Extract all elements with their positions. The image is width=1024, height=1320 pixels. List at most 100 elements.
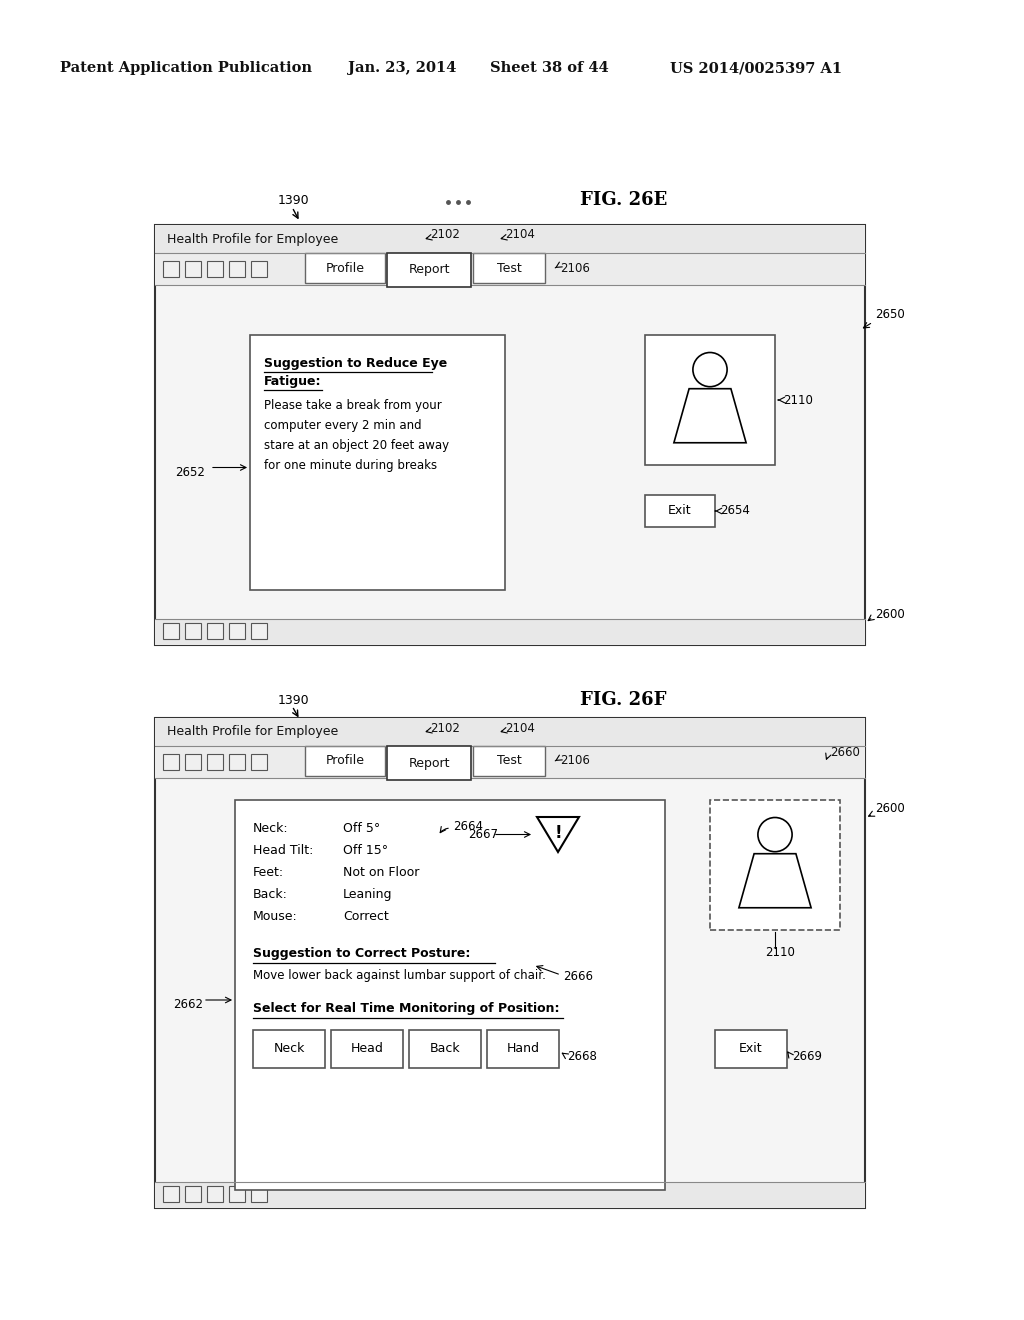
- Text: Not on Floor: Not on Floor: [343, 866, 420, 879]
- Bar: [387, 253, 471, 286]
- Bar: [185, 261, 201, 277]
- Text: computer every 2 min and: computer every 2 min and: [264, 418, 422, 432]
- Text: 2600: 2600: [874, 801, 905, 814]
- Bar: [331, 1030, 403, 1068]
- Text: 2669: 2669: [792, 1051, 822, 1064]
- Text: 1390: 1390: [278, 194, 309, 206]
- Bar: [229, 754, 245, 770]
- Text: 2668: 2668: [567, 1051, 597, 1064]
- Bar: [185, 623, 201, 639]
- Bar: [253, 1030, 325, 1068]
- Bar: [185, 1185, 201, 1203]
- Bar: [155, 718, 865, 1208]
- Text: Hand: Hand: [507, 1043, 540, 1056]
- Bar: [229, 261, 245, 277]
- Text: Feet:: Feet:: [253, 866, 284, 879]
- Text: Please take a break from your: Please take a break from your: [264, 399, 441, 412]
- Polygon shape: [739, 854, 811, 908]
- Bar: [473, 746, 545, 776]
- Text: 2662: 2662: [173, 998, 203, 1011]
- Text: Report: Report: [409, 756, 450, 770]
- Text: Off 15°: Off 15°: [343, 843, 388, 857]
- Bar: [155, 619, 865, 645]
- Text: Suggestion to Reduce Eye: Suggestion to Reduce Eye: [264, 356, 447, 370]
- Text: 2652: 2652: [175, 466, 205, 479]
- Text: stare at an object 20 feet away: stare at an object 20 feet away: [264, 440, 450, 451]
- Text: Correct: Correct: [343, 909, 389, 923]
- Bar: [155, 253, 865, 285]
- Text: 2102: 2102: [430, 722, 460, 734]
- Text: Off 5°: Off 5°: [343, 822, 380, 836]
- Text: 2106: 2106: [560, 755, 590, 767]
- Text: Patent Application Publication: Patent Application Publication: [60, 61, 312, 75]
- Bar: [155, 224, 865, 253]
- Text: Health Profile for Employee: Health Profile for Employee: [167, 726, 338, 738]
- Text: Neck: Neck: [273, 1043, 305, 1056]
- Polygon shape: [674, 388, 746, 442]
- Bar: [163, 261, 179, 277]
- Text: Test: Test: [497, 261, 521, 275]
- Text: 2110: 2110: [765, 945, 795, 958]
- Text: 2666: 2666: [563, 970, 593, 983]
- Text: Back: Back: [430, 1043, 461, 1056]
- Text: 2667: 2667: [468, 828, 498, 841]
- Bar: [163, 1185, 179, 1203]
- Bar: [207, 623, 223, 639]
- Bar: [715, 1030, 787, 1068]
- Text: !: !: [554, 824, 562, 842]
- Bar: [305, 253, 385, 282]
- Text: for one minute during breaks: for one minute during breaks: [264, 459, 437, 473]
- Bar: [387, 746, 471, 780]
- Bar: [155, 718, 865, 746]
- Circle shape: [693, 352, 727, 387]
- Bar: [163, 623, 179, 639]
- Bar: [473, 253, 545, 282]
- Text: Exit: Exit: [669, 504, 692, 517]
- Bar: [710, 800, 840, 931]
- Bar: [229, 1185, 245, 1203]
- Text: Neck:: Neck:: [253, 822, 289, 836]
- Bar: [487, 1030, 559, 1068]
- Text: FIG. 26F: FIG. 26F: [580, 690, 667, 709]
- Text: Sheet 38 of 44: Sheet 38 of 44: [490, 61, 608, 75]
- Text: Profile: Profile: [326, 261, 365, 275]
- Text: Leaning: Leaning: [343, 888, 392, 902]
- Text: Fatigue:: Fatigue:: [264, 375, 322, 388]
- Polygon shape: [537, 817, 579, 851]
- Bar: [234, 800, 665, 1191]
- Text: 1390: 1390: [278, 693, 309, 706]
- Bar: [207, 754, 223, 770]
- Bar: [645, 495, 715, 527]
- Text: 2106: 2106: [560, 261, 590, 275]
- Text: Back:: Back:: [253, 888, 288, 902]
- Bar: [251, 261, 267, 277]
- Text: Report: Report: [409, 264, 450, 276]
- Text: Exit: Exit: [739, 1043, 763, 1056]
- Bar: [155, 746, 865, 777]
- Bar: [409, 1030, 481, 1068]
- Text: Select for Real Time Monitoring of Position:: Select for Real Time Monitoring of Posit…: [253, 1002, 559, 1015]
- Bar: [163, 754, 179, 770]
- Bar: [251, 754, 267, 770]
- Bar: [645, 335, 775, 465]
- Text: Head Tilt:: Head Tilt:: [253, 843, 313, 857]
- Text: Head: Head: [350, 1043, 383, 1056]
- Text: 2104: 2104: [505, 722, 535, 734]
- Text: 2654: 2654: [720, 504, 750, 517]
- Bar: [229, 623, 245, 639]
- Bar: [155, 224, 865, 645]
- Text: US 2014/0025397 A1: US 2014/0025397 A1: [670, 61, 842, 75]
- Text: 2102: 2102: [430, 228, 460, 242]
- Bar: [207, 261, 223, 277]
- Bar: [250, 335, 505, 590]
- Bar: [251, 623, 267, 639]
- Bar: [207, 1185, 223, 1203]
- Text: Move lower back against lumbar support of chair.: Move lower back against lumbar support o…: [253, 969, 546, 982]
- Bar: [251, 1185, 267, 1203]
- Text: Test: Test: [497, 755, 521, 767]
- Text: Mouse:: Mouse:: [253, 909, 298, 923]
- Bar: [155, 1181, 865, 1208]
- Bar: [185, 754, 201, 770]
- Text: Profile: Profile: [326, 755, 365, 767]
- Text: 2110: 2110: [783, 393, 813, 407]
